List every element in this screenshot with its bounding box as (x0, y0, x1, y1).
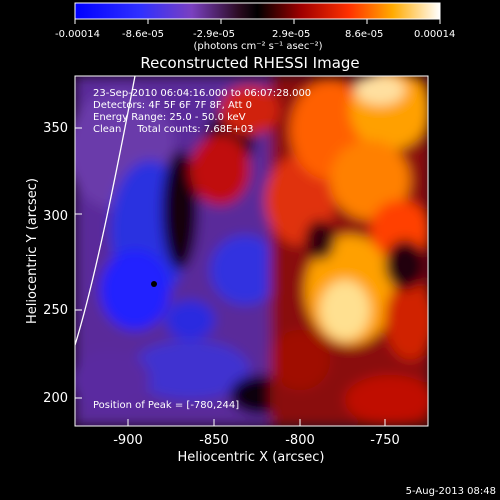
colorbar-ticks (74, 19, 441, 24)
heatmap-image (75, 76, 428, 426)
solar-limb-line (75, 76, 136, 346)
colorbar-tick-label: 8.6e-05 (345, 29, 383, 40)
colorbar-tick-label: -0.00014 (55, 29, 100, 40)
y-tick-label: 350 (43, 121, 68, 136)
y-tick-label: 300 (43, 209, 68, 224)
observation-info: 23-Sep-2010 06:04:16.000 to 06:07:28.000… (93, 88, 311, 135)
x-axis-label: Heliocentric X (arcsec) (178, 450, 325, 465)
y-axis-label: Heliocentric Y (arcsec) (25, 178, 40, 324)
colorbar-gradient (74, 2, 441, 20)
colorbar-units: (photons cm⁻² s⁻¹ asec⁻²) (193, 41, 322, 52)
plot-title: Reconstructed RHESSI Image (140, 54, 359, 72)
info-total-counts: Clean Total counts: 7.68E+03 (93, 124, 253, 135)
info-time-range: 23-Sep-2010 06:04:16.000 to 06:07:28.000 (93, 88, 311, 99)
plot-frame (74, 75, 429, 427)
colorbar-tick-label: -8.6e-05 (122, 29, 164, 40)
peak-marker (151, 281, 157, 287)
x-tick-label: -800 (285, 433, 315, 448)
footer-date: 5-Aug-2013 08:48 (406, 486, 496, 497)
y-tick-label: 200 (43, 391, 68, 406)
y-tick-label: 250 (43, 303, 68, 318)
colorbar-tick-label: 2.9e-05 (272, 29, 310, 40)
colorbar-tick-label: -2.9e-05 (193, 29, 235, 40)
info-energy-range: Energy Range: 25.0 - 50.0 keV (93, 112, 246, 123)
x-tick-label: -750 (370, 433, 400, 448)
x-axis: -900 -850 -800 -750 Heliocentric X (arcs… (113, 419, 400, 465)
y-axis: 350 300 250 200 Heliocentric Y (arcsec) (25, 121, 82, 406)
colorbar: -0.00014 -8.6e-05 -2.9e-05 2.9e-05 8.6e-… (55, 2, 455, 52)
x-tick-label: -850 (199, 433, 229, 448)
peak-position-text: Position of Peak = [-780,244] (93, 400, 239, 411)
x-tick-label: -900 (113, 433, 143, 448)
info-detectors: Detectors: 4F 5F 6F 7F 8F, Att 0 (93, 100, 252, 111)
colorbar-tick-label: 0.00014 (414, 29, 455, 40)
